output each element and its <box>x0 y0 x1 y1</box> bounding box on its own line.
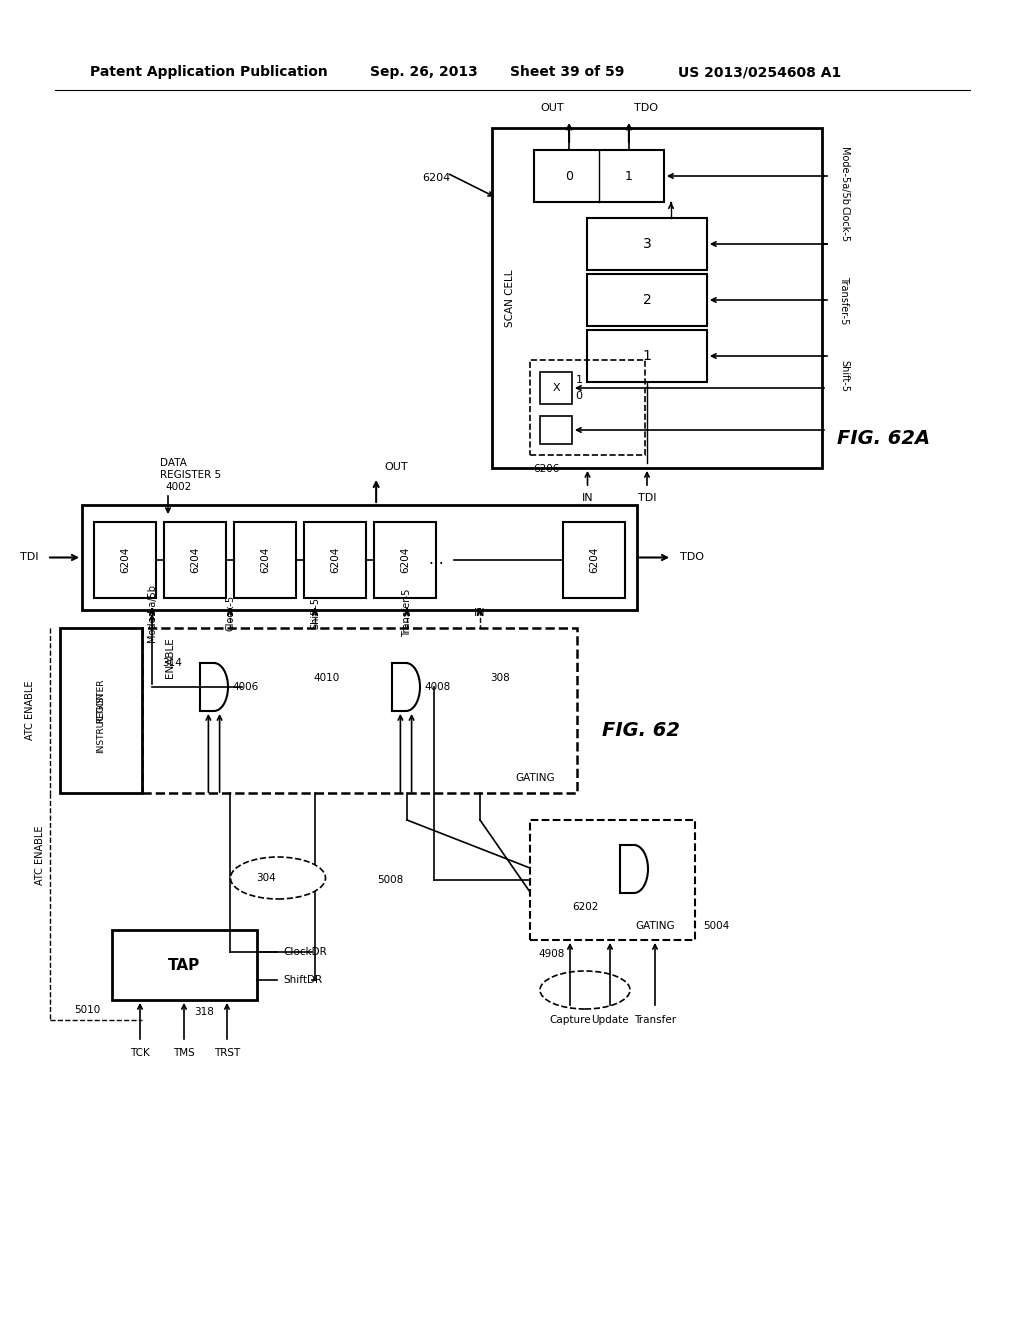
Text: TDI: TDI <box>638 492 656 503</box>
Bar <box>540 416 572 444</box>
Text: 0: 0 <box>575 391 583 401</box>
Text: 6202: 6202 <box>571 902 598 912</box>
Text: IN: IN <box>582 492 593 503</box>
Text: 1: 1 <box>625 169 633 182</box>
Text: ClockDR: ClockDR <box>283 946 327 957</box>
Bar <box>60 628 142 793</box>
Text: 5010: 5010 <box>74 1005 100 1015</box>
Text: TMS: TMS <box>173 1048 195 1059</box>
Text: 4008: 4008 <box>425 682 452 692</box>
Text: 6204: 6204 <box>190 546 200 573</box>
Text: Sheet 39 of 59: Sheet 39 of 59 <box>510 65 625 79</box>
Text: 6204: 6204 <box>260 546 270 573</box>
Text: DATA: DATA <box>160 458 186 469</box>
Text: ATC ENABLE: ATC ENABLE <box>35 825 45 884</box>
Text: TCK: TCK <box>130 1048 150 1059</box>
Text: TDI: TDI <box>20 553 39 562</box>
Text: 0: 0 <box>565 169 573 182</box>
Text: FIG. 62: FIG. 62 <box>602 721 680 741</box>
Text: 6204: 6204 <box>120 546 130 573</box>
Ellipse shape <box>230 857 326 899</box>
Text: 1: 1 <box>575 375 583 385</box>
Bar <box>492 128 822 469</box>
Bar <box>587 275 707 326</box>
Bar <box>587 330 707 381</box>
Bar <box>374 521 436 598</box>
Text: Transfer: Transfer <box>634 1015 676 1026</box>
Text: TRST: TRST <box>214 1048 240 1059</box>
Text: TDO: TDO <box>634 103 657 114</box>
Text: GATING: GATING <box>515 774 555 783</box>
Text: 314: 314 <box>162 657 182 668</box>
Text: X: X <box>552 383 560 393</box>
Bar <box>587 218 707 271</box>
Bar <box>94 521 156 598</box>
Text: . .: . . <box>429 552 443 568</box>
Bar <box>563 521 625 598</box>
Text: ShiftDR: ShiftDR <box>283 975 323 985</box>
Text: Update: Update <box>591 1015 629 1026</box>
Text: 6206: 6206 <box>534 465 559 474</box>
Bar <box>142 628 577 793</box>
Text: 4006: 4006 <box>232 682 259 692</box>
Text: ENABLE: ENABLE <box>165 638 175 678</box>
Text: Transfer-5: Transfer-5 <box>839 276 849 325</box>
Text: SCAN CELL: SCAN CELL <box>505 269 515 327</box>
Text: 5004: 5004 <box>703 921 729 931</box>
Text: 2: 2 <box>643 293 651 308</box>
Text: 4908: 4908 <box>538 949 564 960</box>
Bar <box>82 506 637 610</box>
Text: IN: IN <box>474 609 485 618</box>
Text: 3: 3 <box>643 238 651 251</box>
Text: US 2013/0254608 A1: US 2013/0254608 A1 <box>678 65 842 79</box>
Text: Patent Application Publication: Patent Application Publication <box>90 65 328 79</box>
Text: Clock-5: Clock-5 <box>225 595 234 631</box>
Text: 4002: 4002 <box>165 482 191 492</box>
Text: 308: 308 <box>490 673 510 682</box>
Text: Shift-5: Shift-5 <box>839 360 849 392</box>
Text: 318: 318 <box>195 1007 214 1016</box>
Text: 304: 304 <box>256 873 275 883</box>
Bar <box>112 931 257 1001</box>
Text: 6204: 6204 <box>330 546 340 573</box>
Text: 6204: 6204 <box>400 546 410 573</box>
Text: 4010: 4010 <box>314 673 340 682</box>
Text: Clock-5: Clock-5 <box>839 206 849 242</box>
Ellipse shape <box>540 972 630 1008</box>
Bar <box>304 521 366 598</box>
Text: Mode-5a/5b: Mode-5a/5b <box>839 147 849 205</box>
Bar <box>234 521 296 598</box>
Text: OUT: OUT <box>541 103 564 114</box>
Text: Shift-5: Shift-5 <box>310 597 319 630</box>
Text: INSTRUCTION: INSTRUCTION <box>96 692 105 754</box>
Bar <box>164 521 226 598</box>
Text: 1: 1 <box>643 348 651 363</box>
Text: FIG. 62A: FIG. 62A <box>837 429 930 447</box>
Text: 6204: 6204 <box>589 546 599 573</box>
Text: 5008: 5008 <box>377 875 403 884</box>
Text: GATING: GATING <box>635 921 675 931</box>
Text: Transfer-5: Transfer-5 <box>402 589 412 638</box>
Text: 6204: 6204 <box>422 173 451 183</box>
Bar <box>540 372 572 404</box>
Text: TAP: TAP <box>168 957 201 973</box>
Text: ATC ENABLE: ATC ENABLE <box>25 681 35 741</box>
Text: REGISTER: REGISTER <box>96 678 105 723</box>
Bar <box>534 150 664 202</box>
Text: REGISTER 5: REGISTER 5 <box>160 470 221 480</box>
Text: Mode-5a/5b: Mode-5a/5b <box>147 583 157 642</box>
Bar <box>530 820 695 940</box>
Text: Sep. 26, 2013: Sep. 26, 2013 <box>370 65 478 79</box>
Text: TDO: TDO <box>680 553 705 562</box>
Bar <box>530 360 645 455</box>
Text: OUT: OUT <box>384 462 408 473</box>
Text: Capture: Capture <box>549 1015 591 1026</box>
